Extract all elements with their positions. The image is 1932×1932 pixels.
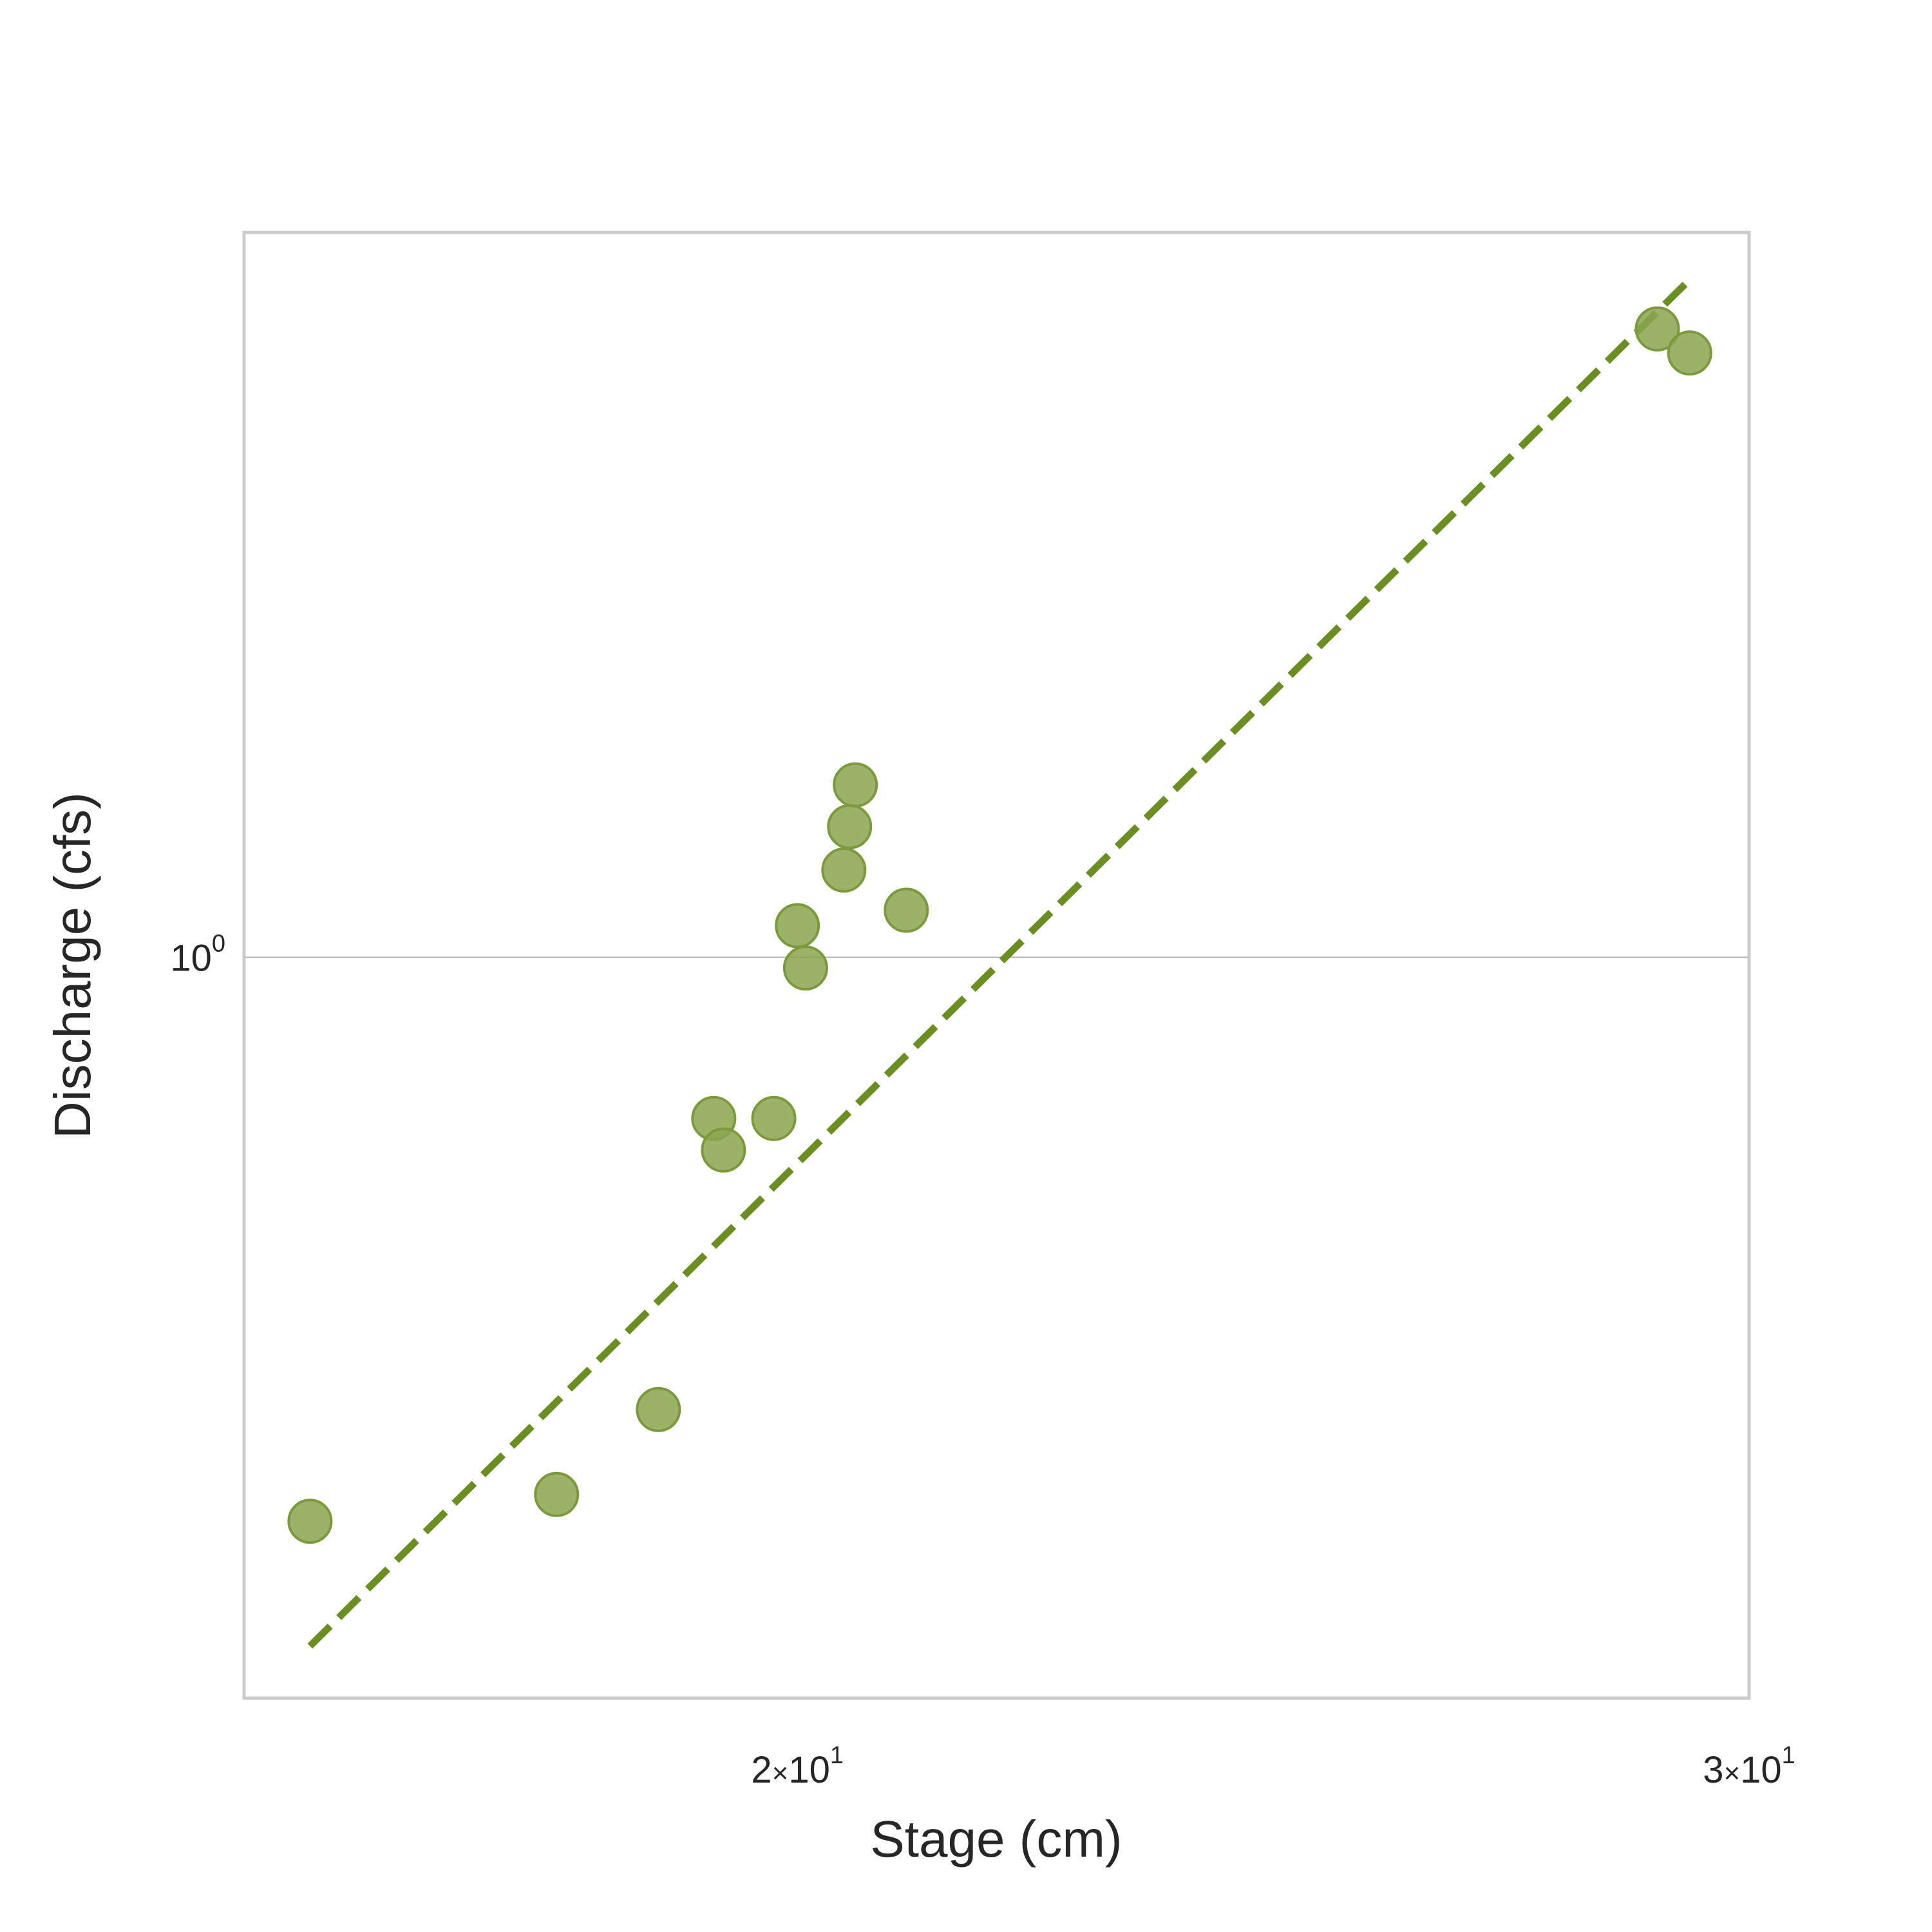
data-point-2	[636, 1387, 681, 1432]
data-point-7	[782, 945, 828, 991]
data-point-13	[1667, 330, 1712, 376]
y-tick-labels: 100	[170, 930, 225, 979]
data-point-8	[821, 848, 867, 893]
data-point-10	[833, 762, 878, 808]
trendline	[307, 277, 1692, 1649]
plot-frame	[242, 231, 1751, 1700]
data-point-12	[1634, 306, 1680, 352]
data-point-5	[751, 1095, 797, 1141]
y-tick-label-0: 100	[170, 930, 225, 979]
data-point-6	[775, 903, 820, 949]
y-axis-label: Discharge (cfs)	[44, 792, 101, 1139]
data-point-4	[701, 1127, 746, 1173]
data-point-0	[287, 1499, 333, 1544]
x-tick-labels: 2×101 3×101	[751, 1742, 1795, 1791]
x-tick-label-1: 3×101	[1703, 1742, 1795, 1791]
data-point-1	[534, 1472, 580, 1517]
x-axis-label: Stage (cm)	[870, 1810, 1122, 1868]
x-tick-label-0: 2×101	[751, 1742, 844, 1791]
scatter-points	[287, 306, 1712, 1544]
trendline-group	[307, 277, 1692, 1649]
data-point-11	[884, 887, 929, 933]
data-point-9	[827, 804, 873, 849]
